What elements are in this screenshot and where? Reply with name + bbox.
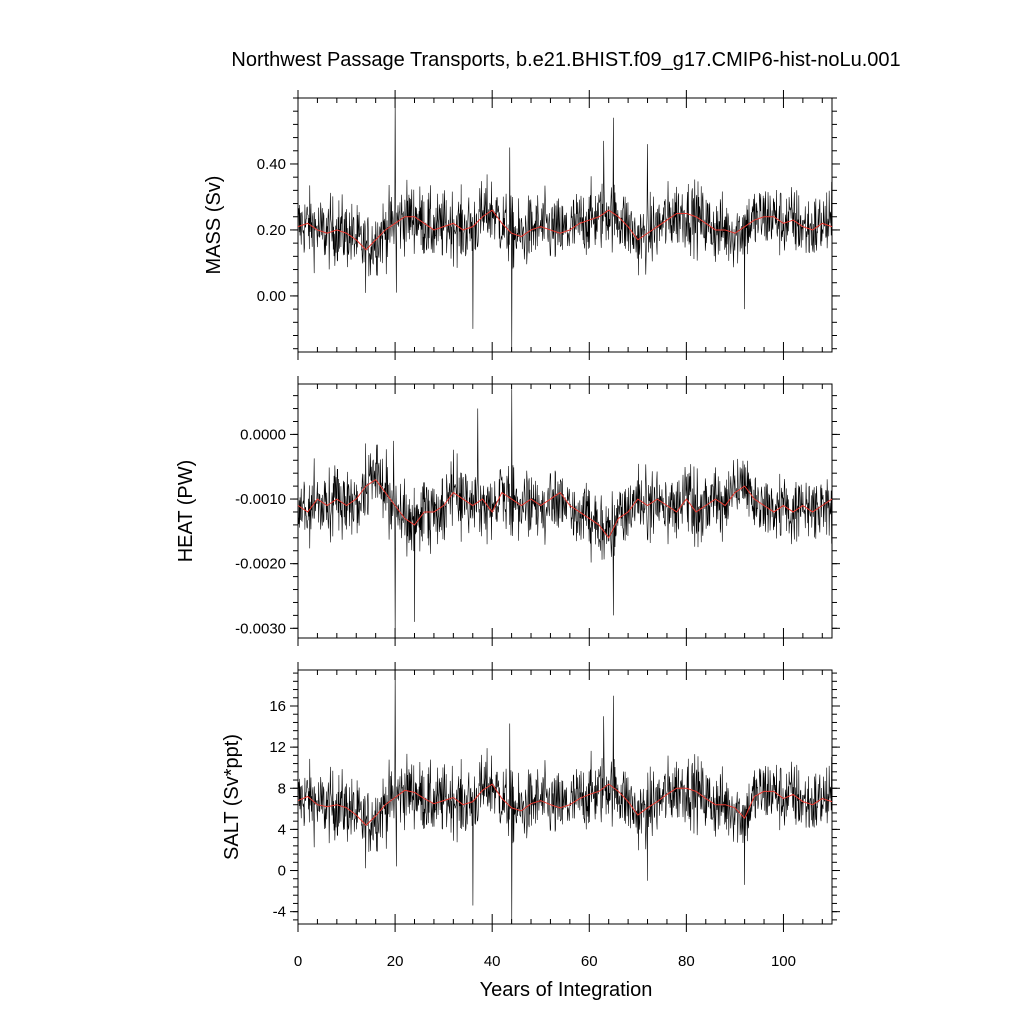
salt-y-tick-label: 0 xyxy=(278,863,286,880)
x-tick-label: 20 xyxy=(387,953,404,970)
heat-axis-label: HEAT (PW) xyxy=(175,460,197,563)
x-tick-label: 0 xyxy=(294,953,302,970)
mass-monthly-series-line xyxy=(297,97,833,353)
salt-y-tick-label: 4 xyxy=(278,821,286,838)
salt-panel: SALT (Sv*ppt) -4 0 4 8 12 16 0 20 40 60 80 100 xyxy=(221,662,840,970)
heat-annual-mean-line xyxy=(297,478,833,539)
heat-monthly-series-line xyxy=(297,389,833,639)
mass-annual-mean-line xyxy=(297,209,833,251)
mass-panel: MASS (Sv) 0.00 0.20 0.40 xyxy=(203,90,840,360)
mass-y-tick-label: 0.20 xyxy=(257,222,286,239)
x-tick-label: 60 xyxy=(581,953,598,970)
x-tick-label: 100 xyxy=(771,953,796,970)
heat-y-tick-label: -0.0010 xyxy=(235,491,286,508)
mass-y-tick-label: 0.40 xyxy=(257,156,286,173)
heat-y-tick-label: -0.0020 xyxy=(235,556,286,573)
x-tick-label: 80 xyxy=(678,953,695,970)
x-axis-label: Years of Integration xyxy=(480,979,653,1001)
salt-axis-label: SALT (Sv*ppt) xyxy=(221,734,243,860)
heat-plot-frame xyxy=(297,383,833,639)
chart-title: Northwest Passage Transports, b.e21.BHIS… xyxy=(231,49,900,71)
heat-y-tick-label: 0.0000 xyxy=(240,426,286,443)
heat-panel: HEAT (PW) 0.0000 -0.0010 -0.0020 -0.0030 xyxy=(175,376,840,646)
salt-annual-mean-line xyxy=(297,783,833,826)
salt-y-tick-label: 16 xyxy=(269,698,286,715)
x-tick-label: 40 xyxy=(484,953,501,970)
mass-axis-label: MASS (Sv) xyxy=(203,176,225,275)
heat-y-tick-label: -0.0030 xyxy=(235,620,286,637)
salt-y-tick-label: 12 xyxy=(269,739,286,756)
salt-monthly-series-line xyxy=(297,669,833,925)
salt-y-tick-label: -4 xyxy=(273,904,286,921)
salt-y-tick-label: 8 xyxy=(278,780,286,797)
mass-y-tick-label: 0.00 xyxy=(257,288,286,305)
